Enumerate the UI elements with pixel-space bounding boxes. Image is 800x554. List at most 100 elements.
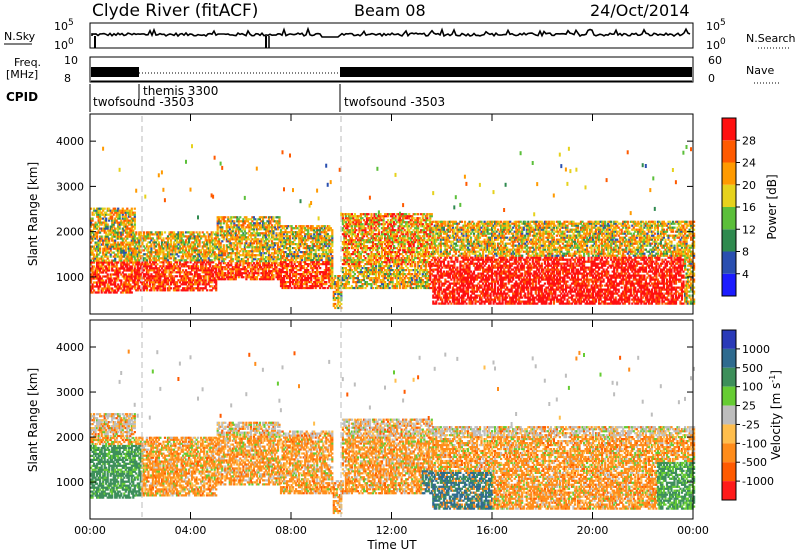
power-scatter-cell <box>301 241 304 244</box>
power-scatter-cell <box>216 276 219 279</box>
power-scatter-cell <box>302 265 305 268</box>
power-scatter-cell <box>109 281 112 284</box>
power-scatter-cell <box>112 229 115 232</box>
power-scatter-cell <box>93 213 96 216</box>
power-scatter-cell <box>275 234 278 237</box>
power-scatter-cell <box>402 231 405 234</box>
power-scatter-cell <box>115 211 118 214</box>
power-scatter-cell <box>109 283 112 286</box>
power-scatter-cell <box>206 289 209 292</box>
power-scatter-cell <box>224 274 227 277</box>
power-scatter-cell <box>267 262 271 265</box>
power-scatter-cell <box>203 287 206 290</box>
power-scatter-cell <box>105 219 108 222</box>
power-scatter-cell <box>266 248 269 251</box>
power-scatter-cell <box>246 260 249 263</box>
power-scatter-cell <box>168 233 171 236</box>
power-scatter-cell <box>133 227 136 230</box>
power-scatter-cell <box>286 267 289 270</box>
power-scatter-cell <box>210 281 213 284</box>
power-scatter-cell <box>115 271 118 274</box>
power-scatter-cell <box>192 269 195 272</box>
power-scatter-cell <box>237 226 240 229</box>
power-scatter-cell <box>96 253 99 256</box>
power-scatter-cell <box>165 269 168 272</box>
power-scatter-cell <box>157 249 160 252</box>
power-scatter-cell <box>367 213 370 216</box>
power-scatter-cell <box>258 240 261 243</box>
power-scatter-cell <box>293 285 296 288</box>
power-scatter-cell <box>117 217 120 220</box>
power-scatter-cell <box>228 234 231 237</box>
power-scatter-cell <box>364 229 367 232</box>
power-scatter-cell <box>127 211 130 214</box>
power-scatter-cell <box>246 238 249 241</box>
power-scatter-cell <box>261 254 265 257</box>
power-scatter-cell <box>374 237 378 240</box>
power-scatter-cell <box>219 230 222 233</box>
power-scatter-cell <box>266 258 269 261</box>
power-scatter-cell <box>215 231 218 234</box>
power-scatter-cell <box>147 247 150 250</box>
power-scatter-cell <box>171 247 174 250</box>
power-scatter-cell <box>283 251 286 254</box>
power-scatter-cell <box>109 227 112 230</box>
power-scatter-cell <box>200 277 203 280</box>
power-scatter-cell <box>183 251 186 254</box>
power-scatter-cell <box>231 242 234 245</box>
power-scatter-cell <box>142 231 145 234</box>
power-scatter-cell <box>245 246 248 249</box>
power-scatter-cell <box>198 243 201 246</box>
noise-left-tick-top: 105 <box>54 18 74 33</box>
power-scatter-cell <box>267 244 271 247</box>
power-scatter-cell <box>124 285 127 288</box>
power-scatter-cell <box>130 277 133 280</box>
power-scatter-cell <box>218 216 221 219</box>
power-scatter-cell <box>272 246 275 249</box>
power-scatter-cell <box>267 268 271 271</box>
power-scatter-cell <box>317 253 320 256</box>
power-scatter-cell <box>207 277 210 280</box>
power-scatter-cell <box>239 230 242 233</box>
power-scatter-cell <box>195 249 198 252</box>
power-scatter-cell <box>93 225 96 228</box>
power-scatter-cell <box>243 254 246 257</box>
power-scatter-cell <box>218 220 221 223</box>
power-scatter-cell <box>198 261 201 264</box>
power-scatter-cell <box>189 233 192 236</box>
power-scatter-cell <box>296 279 299 282</box>
power-scatter-cell <box>234 238 237 241</box>
power-scatter-cell <box>251 216 254 219</box>
power-scatter-cell <box>218 248 221 251</box>
power-scatter-cell <box>204 265 207 268</box>
power-scatter-cell <box>109 217 112 220</box>
power-scatter-cell <box>273 248 277 251</box>
power-scatter-cell <box>112 283 115 286</box>
power-scatter-cell <box>323 225 326 228</box>
power-scatter-cell <box>126 267 129 270</box>
power-scatter-cell <box>156 285 159 288</box>
power-scatter-cell <box>225 236 228 239</box>
power-scatter-cell <box>239 224 242 227</box>
power-scatter-cell <box>279 271 283 274</box>
power-scatter-cell <box>236 266 239 269</box>
power-scatter-cell <box>148 289 151 292</box>
power-scatter-cell <box>127 289 130 292</box>
power-scatter-cell <box>263 262 266 265</box>
power-scatter-cell <box>240 272 243 275</box>
power-scatter-cell <box>377 247 381 250</box>
station-title: Clyde River (fitACF) <box>92 1 258 21</box>
power-scatter-cell <box>207 281 210 284</box>
power-scatter-cell <box>390 253 393 256</box>
power-scatter-cell <box>243 234 246 237</box>
power-scatter-cell <box>186 251 189 254</box>
power-scatter-cell <box>305 285 308 288</box>
power-scatter-cell <box>400 223 403 226</box>
power-scatter-cell <box>246 236 249 239</box>
power-scatter-cell <box>99 249 102 252</box>
power-scatter-cell <box>240 220 243 223</box>
power-scatter-cell <box>163 241 167 244</box>
power-scatter-cell <box>221 218 224 221</box>
power-scatter-cell <box>99 267 102 270</box>
power-scatter-cell <box>114 273 117 276</box>
